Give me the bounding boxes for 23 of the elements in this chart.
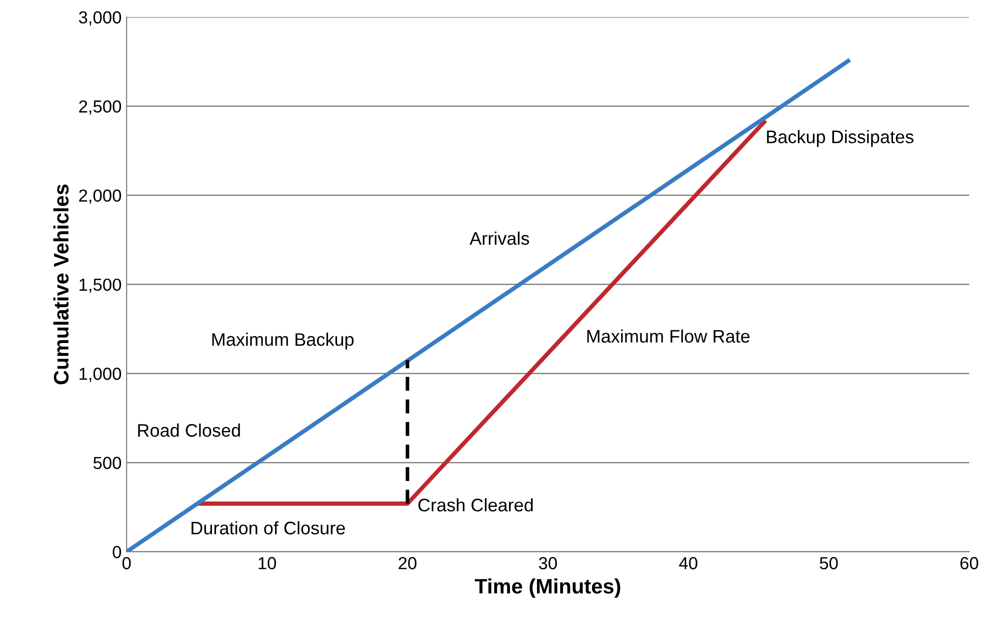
- x-tick-label: 20: [398, 557, 416, 570]
- x-tick-label: 30: [538, 557, 557, 570]
- x-tick-label: 0: [122, 557, 131, 570]
- annotation: Duration of Closure: [192, 521, 345, 534]
- x-tick-label: 10: [258, 557, 276, 570]
- x-axis-title: Time (Minutes): [474, 578, 620, 598]
- y-tick-label: 1,000: [80, 368, 122, 382]
- x-tick-label: 50: [820, 557, 838, 570]
- y-tick-label: 1,500: [80, 278, 122, 293]
- y-tick-label: 2,000: [79, 189, 122, 204]
- y-axis-title: Cumulative Vehicles: [53, 184, 69, 384]
- y-tick-label: 3,000: [78, 11, 122, 26]
- annotation: Maximum Flow Rate: [587, 329, 750, 343]
- x-tick-label: 60: [960, 557, 978, 570]
- y-tick-label: 0: [112, 546, 122, 558]
- annotation: Backup Dissipates: [767, 130, 914, 147]
- annotation: Maximum Backup: [212, 332, 354, 350]
- annotation: Arrivals: [470, 232, 530, 245]
- y-tick-label: 2,500: [79, 100, 122, 115]
- annotation: Road Closed: [138, 424, 240, 437]
- x-tick-label: 40: [679, 557, 698, 570]
- y-tick-label: 500: [93, 456, 122, 470]
- annotation: Crash Cleared: [418, 498, 533, 512]
